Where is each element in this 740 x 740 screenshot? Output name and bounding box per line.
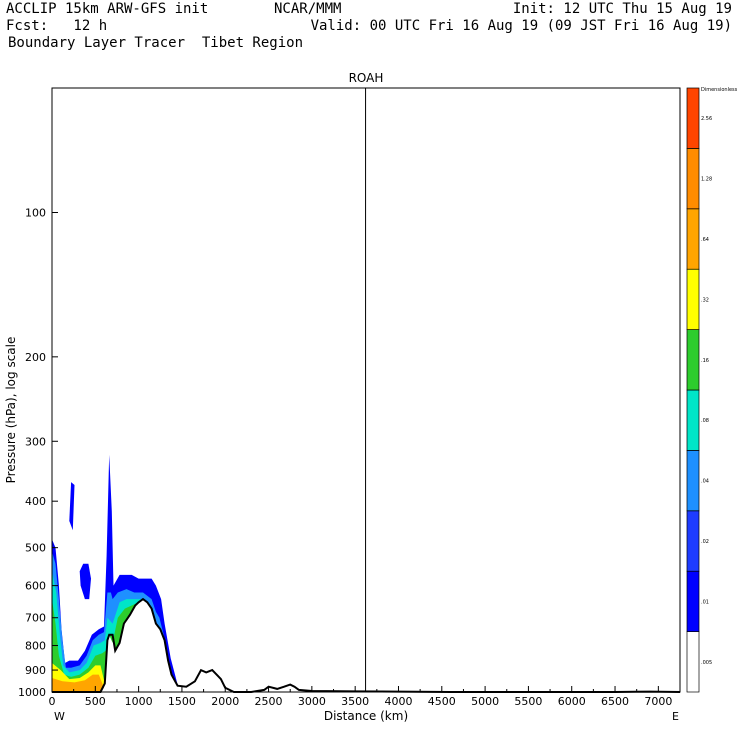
colorbar-level-label: .04 — [701, 479, 709, 485]
colorbar-swatch — [686, 268, 700, 330]
x-tick-label: 3000 — [298, 695, 326, 708]
chart-title: ROAH — [349, 71, 384, 85]
header-product-title: Boundary Layer Tracer Tibet Region — [8, 35, 304, 51]
plot-frame — [51, 87, 681, 693]
colorbar-swatch — [686, 389, 700, 451]
colorbar-title: Dimensionless — [701, 87, 738, 93]
y-tick-label: 200 — [25, 351, 46, 364]
colorbar-swatch — [686, 450, 700, 512]
y-tick-label: 400 — [25, 495, 46, 508]
y-tick-label: 100 — [25, 206, 46, 219]
y-tick-label: 700 — [25, 612, 46, 625]
colorbar-level-label: .01 — [701, 599, 709, 605]
colorbar-swatch — [686, 329, 700, 391]
tracer-region-5 — [52, 599, 139, 692]
tracer-region-3 — [52, 551, 172, 692]
header-forecast-hour: Fcst: 12 h — [6, 18, 108, 34]
x-tick-label: 6000 — [558, 695, 586, 708]
colorbar-swatch — [686, 208, 700, 270]
x-tick-label: 5500 — [514, 695, 542, 708]
tracer-region-4 — [52, 571, 148, 692]
x-tick-label: 3500 — [341, 695, 369, 708]
colorbar-level-label: 2.56 — [701, 116, 712, 122]
x-tick-label: 5000 — [471, 695, 499, 708]
colorbar: .005 .01 .02 .04 .08 .16 .32 .64 1.28 2.56 Dimensi… — [686, 87, 738, 693]
x-tick-label: 2500 — [255, 695, 283, 708]
y-axis-title: Pressure (hPa), log scale — [4, 337, 18, 484]
colorbar-swatch — [686, 510, 700, 572]
x-axis-ticks: 0 500 1000 1500 2000 2500 3000 3500 4000 4500 5000… — [49, 686, 672, 708]
header-model-name: ACCLIP 15km ARW-GFS init — [6, 1, 209, 17]
tracer-region-2 — [79, 563, 91, 600]
y-tick-label: 800 — [25, 640, 46, 653]
header-init-time: Init: 12 UTC Thu 15 Aug 19 — [512, 1, 732, 17]
y-tick-label: 600 — [25, 580, 46, 593]
x-axis-start-label: W — [54, 710, 65, 723]
x-tick-label: 0 — [49, 695, 56, 708]
x-tick-label: 4500 — [428, 695, 456, 708]
colorbar-level-label: .005 — [701, 660, 712, 666]
tracer-region-1 — [69, 482, 75, 531]
colorbar-level-label: .08 — [701, 418, 709, 424]
header-institution: NCAR/MMM — [274, 1, 342, 17]
y-axis-ticks: 100 200 300 400 500 600 700 800 900 1000 — [18, 206, 58, 699]
colorbar-swatch — [686, 570, 700, 632]
colorbar-swatch — [686, 148, 700, 210]
y-tick-label: 1000 — [18, 686, 46, 699]
x-tick-label: 500 — [85, 695, 106, 708]
header-valid-time: Valid: 00 UTC Fri 16 Aug 19 (09 JST Fri … — [310, 18, 732, 34]
y-tick-label: 500 — [25, 542, 46, 555]
x-axis-end-label: E — [672, 710, 679, 723]
tracer-fill-layer — [52, 454, 178, 692]
x-tick-label: 1500 — [168, 695, 196, 708]
y-tick-label: 900 — [25, 664, 46, 677]
colorbar-level-label: .32 — [701, 297, 709, 303]
x-tick-label: 6500 — [601, 695, 629, 708]
tracer-region-7 — [52, 674, 104, 692]
colorbar-level-label: .02 — [701, 539, 709, 545]
x-tick-label: 2000 — [211, 695, 239, 708]
colorbar-swatch — [686, 631, 700, 693]
colorbar-level-label: .16 — [701, 358, 709, 364]
colorbar-level-label: .64 — [701, 237, 709, 243]
x-axis-title: Distance (km) — [324, 709, 408, 723]
terrain-layer — [52, 597, 681, 693]
terrain-line — [52, 597, 681, 693]
colorbar-swatch — [686, 87, 700, 149]
x-tick-label: 4000 — [384, 695, 412, 708]
y-tick-label: 300 — [25, 435, 46, 448]
x-tick-label: 7000 — [644, 695, 672, 708]
x-tick-label: 1000 — [125, 695, 153, 708]
colorbar-level-label: 1.28 — [701, 177, 712, 183]
